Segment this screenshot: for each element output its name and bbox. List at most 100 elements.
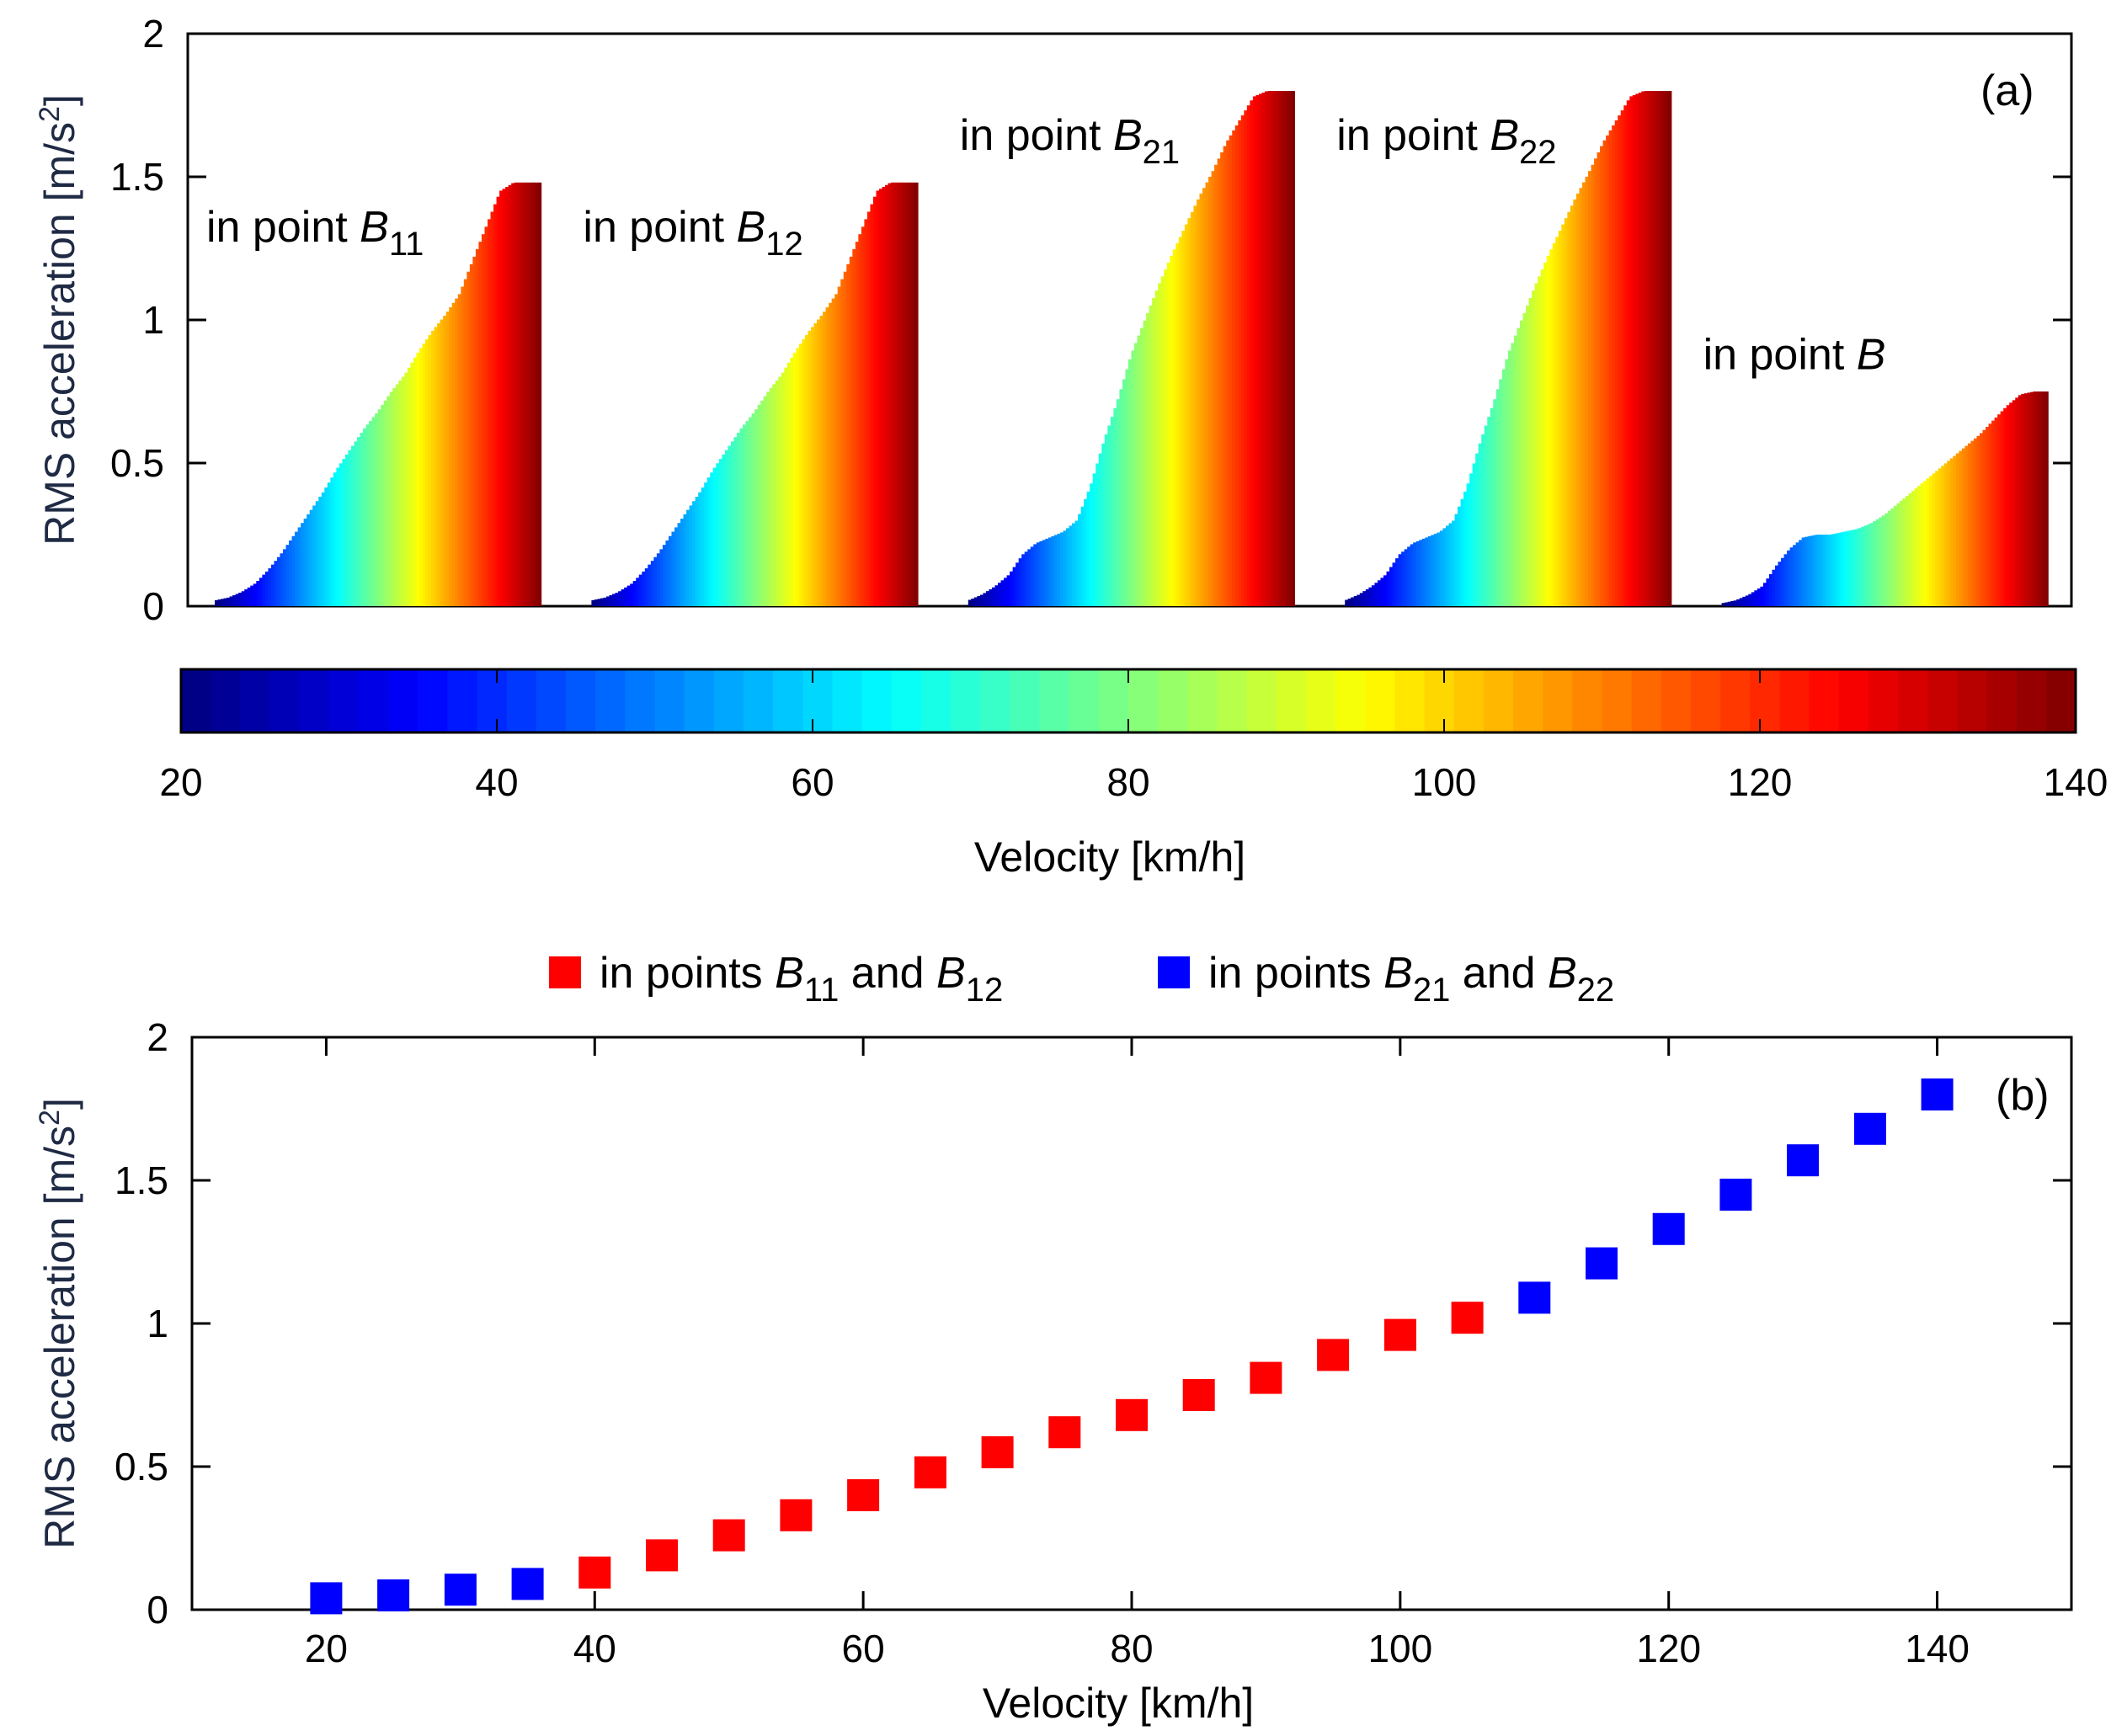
area-strip <box>1152 298 1156 606</box>
area-strip <box>1285 91 1289 606</box>
area-strip <box>885 184 889 606</box>
area-strip <box>866 211 872 606</box>
area-strip <box>1018 558 1022 606</box>
area-strip <box>1558 230 1563 606</box>
area-strip <box>775 381 780 606</box>
area-strip <box>238 592 243 606</box>
colorbar-cell <box>920 669 952 732</box>
area-strip <box>1021 554 1026 606</box>
area-strip <box>383 400 388 606</box>
area-strip <box>804 334 809 606</box>
colorbar-cell <box>1276 669 1307 732</box>
colorbar-tick-label: 140 <box>2044 760 2108 804</box>
area-strip <box>259 578 264 606</box>
colorbar-tick-label: 120 <box>1728 760 1793 804</box>
colorbar-cell <box>1927 669 1958 732</box>
area-strip <box>529 182 533 606</box>
area-strip <box>1258 93 1263 606</box>
area-strip <box>1986 427 1990 606</box>
area-strip <box>728 445 732 606</box>
area-strip <box>2003 407 2007 606</box>
area-strip <box>437 322 441 606</box>
area-strip <box>1751 592 1756 606</box>
area-strip <box>428 334 432 606</box>
area-series-label: in point B12 <box>583 203 802 263</box>
area-strip <box>1395 558 1399 606</box>
area-strip <box>425 339 429 606</box>
area-strip <box>434 327 438 606</box>
area-strip <box>1374 583 1378 606</box>
colorbar-cell <box>1128 669 1159 732</box>
area-strip <box>2035 391 2040 606</box>
scatter-point-series-2 <box>1652 1212 1685 1245</box>
area-strip <box>2044 391 2049 606</box>
area-strip <box>829 302 833 606</box>
area-strip <box>496 196 500 606</box>
area-strip <box>1223 146 1227 606</box>
area-strip <box>1597 152 1601 606</box>
area-strip <box>1653 91 1657 606</box>
area-strip <box>1980 433 1984 606</box>
area-strip <box>1579 188 1583 606</box>
area-strip <box>656 553 661 606</box>
area-strip <box>1852 530 1856 606</box>
area-strip <box>1234 125 1239 606</box>
area-strip <box>1543 263 1548 606</box>
area-strip <box>1949 458 1954 606</box>
area-strip <box>223 598 227 606</box>
colorbar-cell <box>1602 669 1633 732</box>
area-strip <box>1220 152 1224 606</box>
area-strip <box>870 204 874 606</box>
area-strip <box>1196 199 1201 606</box>
area-strip <box>606 596 610 606</box>
area-strip <box>318 497 323 606</box>
area-strip <box>531 182 536 606</box>
area-strip <box>445 312 450 606</box>
area-strip <box>1997 414 2002 606</box>
area-strip <box>1905 495 1910 606</box>
area-strip <box>1033 544 1037 606</box>
area-strip <box>781 372 786 606</box>
area-strip <box>659 549 664 606</box>
area-strip <box>416 352 420 606</box>
area-strip <box>1795 542 1799 606</box>
area-strip <box>778 376 782 606</box>
colorbar-cell <box>566 669 596 732</box>
scatter-point-series-1 <box>981 1436 1014 1468</box>
area-strip <box>1781 557 1785 606</box>
area-strip <box>615 592 619 606</box>
area-strip <box>1170 255 1174 606</box>
area-strip <box>1641 91 1645 606</box>
area-strip <box>1742 596 1746 606</box>
area-strip <box>985 591 990 606</box>
area-strip <box>852 248 856 606</box>
colorbar-cell <box>1424 669 1455 732</box>
area-strip <box>718 459 723 606</box>
area-strip <box>1053 535 1058 606</box>
area-strip <box>1846 530 1850 606</box>
area-strip <box>872 196 877 606</box>
area-strip <box>235 594 239 606</box>
area-strip <box>1380 578 1384 606</box>
area-strip <box>864 219 868 606</box>
area-strip <box>1762 583 1767 606</box>
legend-marker-blue <box>1158 956 1190 988</box>
area-strip <box>1359 593 1364 606</box>
area-strip <box>1036 542 1041 606</box>
area-strip <box>1490 407 1495 606</box>
area-strip <box>1567 211 1571 606</box>
colorbar-cell <box>328 669 360 732</box>
area-strip <box>1799 540 1803 606</box>
area-strip <box>712 467 717 606</box>
area-strip <box>1863 525 1868 606</box>
colorbar-cell <box>1898 669 1928 732</box>
area-strip <box>843 271 848 606</box>
area-strip <box>1873 520 1877 606</box>
area-strip <box>1415 541 1421 606</box>
area-strip <box>1078 514 1082 606</box>
area-strip <box>1760 586 1764 606</box>
area-strip <box>461 286 465 606</box>
area-strip <box>490 211 494 606</box>
area-strip <box>256 581 260 606</box>
area-strip <box>291 535 296 606</box>
